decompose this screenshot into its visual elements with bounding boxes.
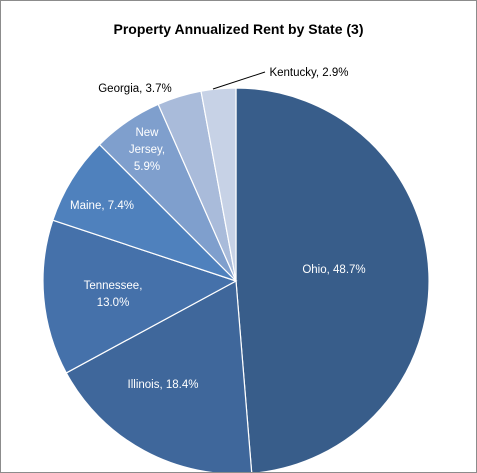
leader-line-kentucky xyxy=(212,71,266,90)
chart-title: Property Annualized Rent by State (3) xyxy=(113,21,364,37)
data-label-tennessee: Tennessee, 13.0% xyxy=(84,280,143,309)
data-label-ohio: Ohio, 48.7% xyxy=(302,264,365,276)
data-label-kentucky: Kentucky, 2.9% xyxy=(269,67,348,79)
pie-slice-ohio xyxy=(235,87,430,472)
data-label-new-jersey: New Jersey, 5.9% xyxy=(129,127,165,173)
data-label-maine: Maine, 7.4% xyxy=(70,200,134,212)
pie-slice-illinois xyxy=(65,280,253,472)
pie-slice-tennessee xyxy=(42,219,238,374)
data-label-georgia: Georgia, 3.7% xyxy=(98,83,172,95)
data-label-illinois: Illinois, 18.4% xyxy=(128,379,199,391)
pie-slice-kentucky xyxy=(200,87,237,282)
